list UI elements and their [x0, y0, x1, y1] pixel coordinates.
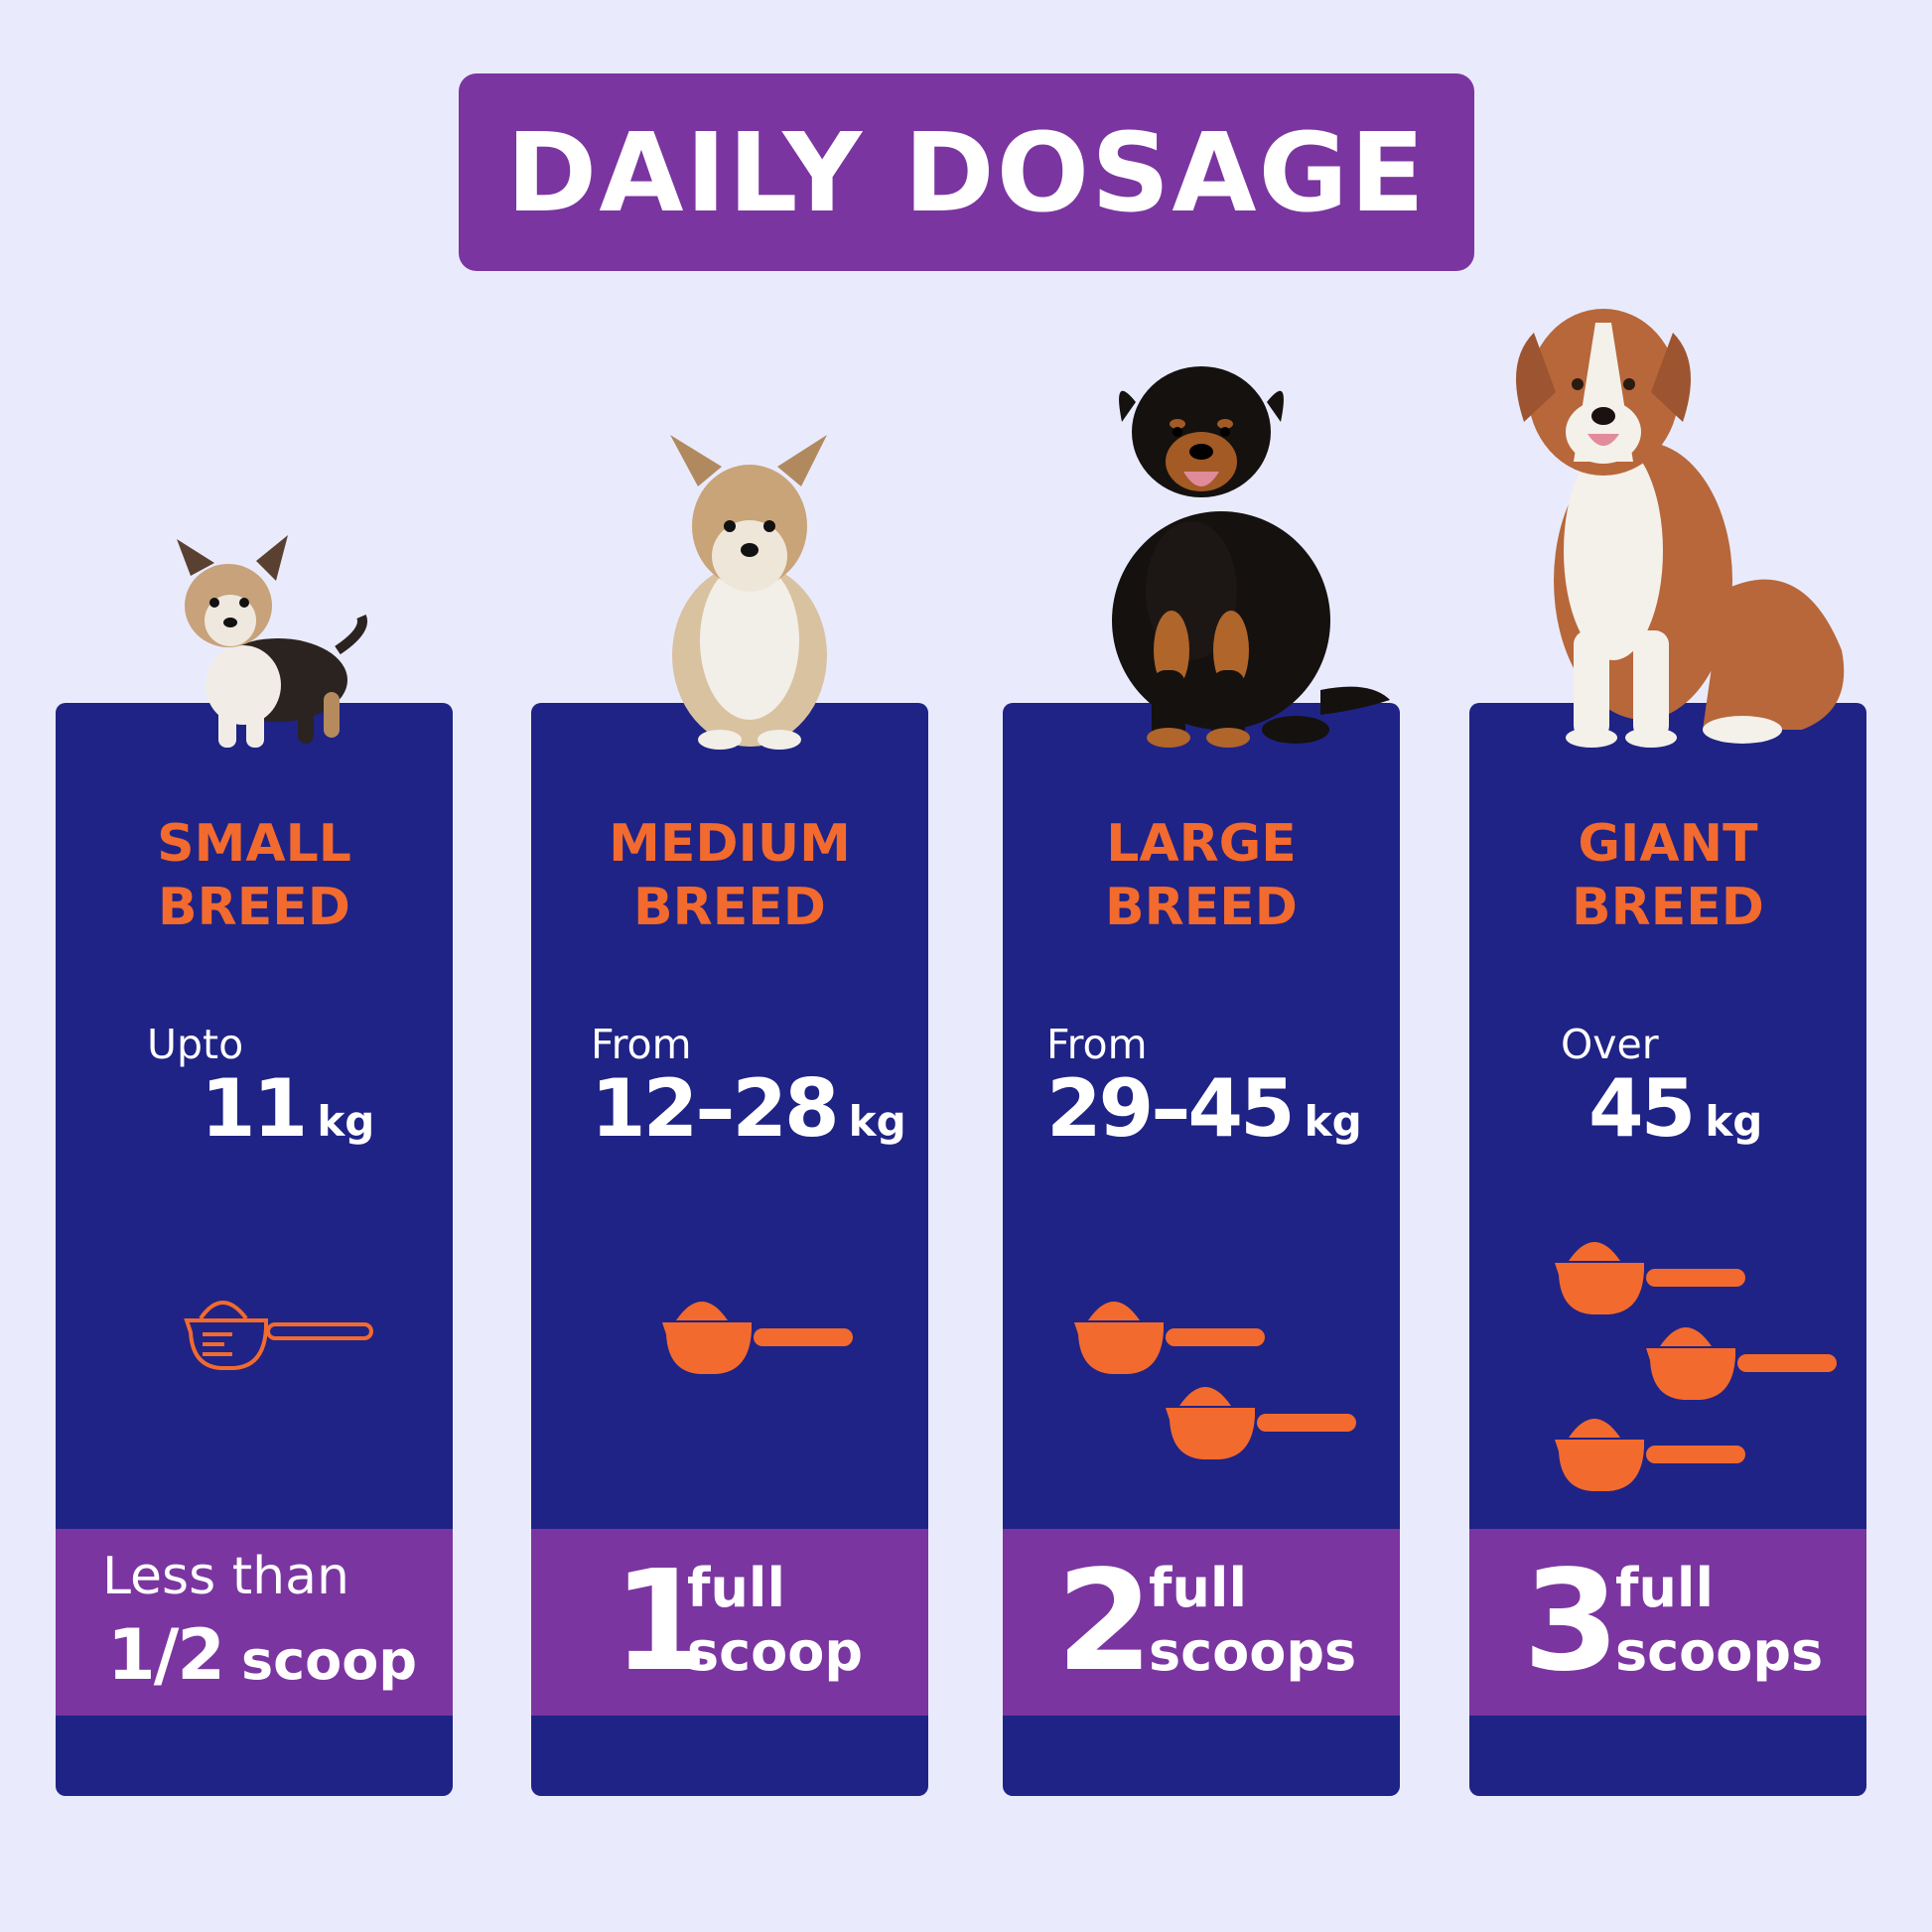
breed-line-2: BREED	[1572, 878, 1764, 937]
scoop-icon	[1166, 1387, 1356, 1459]
dose-text: full scoop	[687, 1557, 863, 1684]
breed-title: GIANT BREED	[1469, 812, 1866, 939]
giant-dog-icon	[1516, 309, 1845, 748]
scoop-icon	[1646, 1327, 1837, 1400]
breed-line-2: BREED	[158, 878, 350, 937]
weight-range: 12–28 kg	[591, 1062, 906, 1155]
card-small-breed: SMALL BREED Upto 11 kg Less than 1/2 scoop	[56, 703, 453, 1796]
dose-line-2: scoops	[1149, 1620, 1357, 1683]
dose-band: Less than 1/2 scoop	[56, 1529, 453, 1716]
dose-line-1: full	[1615, 1557, 1714, 1619]
weight-range: 29–45 kg	[1046, 1062, 1362, 1155]
card-medium-breed: MEDIUM BREED From 12–28 kg 1 full scoop	[531, 703, 928, 1796]
dose-line-1: full	[1149, 1557, 1247, 1619]
weight-unit: kg	[317, 1097, 375, 1146]
breed-line-2: BREED	[1105, 878, 1298, 937]
dose-text: full scoops	[1615, 1557, 1823, 1684]
scoop-outline-icon	[184, 1301, 373, 1370]
dose-number: 3	[1523, 1541, 1620, 1703]
breed-title: SMALL BREED	[56, 812, 453, 939]
dose-band: 3 full scoops	[1469, 1529, 1866, 1716]
scoop-icon	[662, 1302, 853, 1374]
dose-line-2: scoops	[1615, 1620, 1824, 1683]
weight-range: 45 kg	[1588, 1062, 1762, 1155]
breed-line-1: MEDIUM	[609, 814, 851, 874]
breed-line-1: LARGE	[1106, 814, 1297, 874]
dose-line-1: full	[687, 1557, 785, 1619]
dose-band: 2 full scoops	[1003, 1529, 1400, 1716]
weight-prefix: From	[591, 1021, 692, 1068]
title-banner: DAILY DOSAGE	[459, 73, 1474, 271]
card-large-breed: LARGE BREED From 29–45 kg 2 full scoops	[1003, 703, 1400, 1796]
dose-line-2: scoop	[687, 1620, 864, 1683]
scoop-icon	[1555, 1419, 1745, 1491]
breed-line-1: GIANT	[1578, 814, 1758, 874]
large-dog-icon	[1112, 366, 1390, 748]
weight-prefix: From	[1046, 1021, 1148, 1068]
weight-value: 11	[201, 1062, 308, 1155]
weight-prefix: Upto	[147, 1021, 244, 1068]
weight-value: 29–45	[1046, 1062, 1296, 1155]
weight-prefix: Over	[1561, 1021, 1659, 1068]
weight-value: 12–28	[591, 1062, 840, 1155]
weight-value: 45	[1588, 1062, 1696, 1155]
breed-title: LARGE BREED	[1003, 812, 1400, 939]
weight-unit: kg	[848, 1097, 906, 1146]
dose-number: 2	[1056, 1541, 1154, 1703]
dose-text: full scoops	[1149, 1557, 1356, 1684]
dose-line-1: Less than	[102, 1547, 349, 1606]
scoop-icon	[1074, 1302, 1265, 1374]
dose-fraction: 1/2	[107, 1614, 225, 1696]
weight-range: 11 kg	[201, 1062, 374, 1155]
breed-line-2: BREED	[633, 878, 826, 937]
card-giant-breed: GIANT BREED Over 45 kg 3 full scoops	[1469, 703, 1866, 1796]
dose-number: 1	[613, 1541, 710, 1703]
weight-unit: kg	[1304, 1097, 1362, 1146]
dose-line-2: 1/2 scoop	[107, 1614, 417, 1696]
dose-band: 1 full scoop	[531, 1529, 928, 1716]
dose-word: scoop	[240, 1629, 417, 1692]
breed-line-1: SMALL	[157, 814, 351, 874]
weight-unit: kg	[1705, 1097, 1763, 1146]
scoop-icon	[1555, 1242, 1745, 1314]
page-title: DAILY DOSAGE	[506, 108, 1427, 236]
breed-title: MEDIUM BREED	[531, 812, 928, 939]
